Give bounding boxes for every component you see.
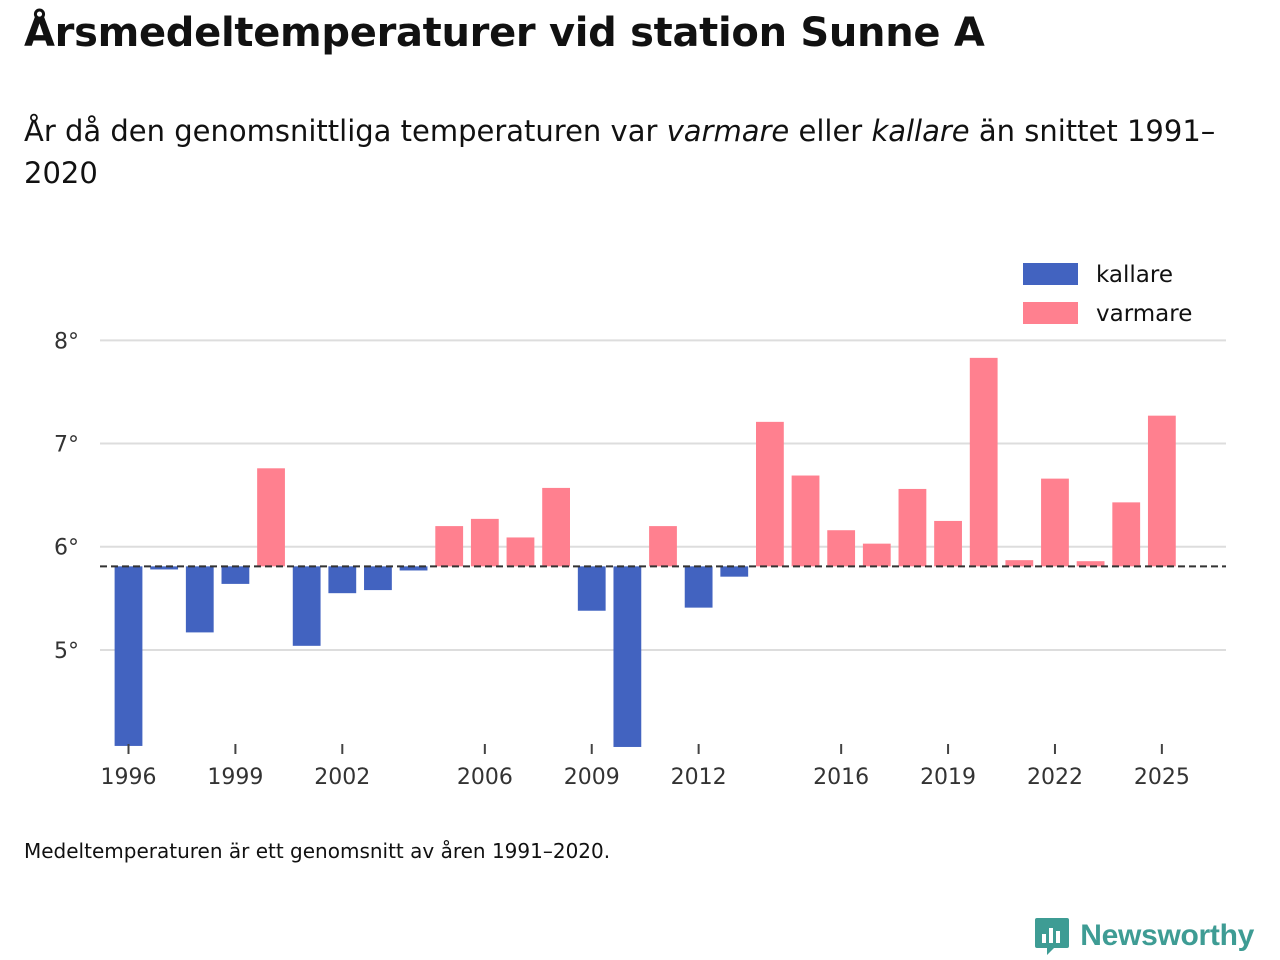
bar-2020 <box>969 357 998 567</box>
bar-2010 <box>613 566 642 747</box>
bar-2017 <box>862 543 891 567</box>
x-tick-label-2025: 2025 <box>1134 765 1190 790</box>
bar-2016 <box>827 530 856 567</box>
y-tick-label-5: 5° <box>54 639 79 664</box>
bar-2024 <box>1112 502 1141 567</box>
legend-label-colder: kallare <box>1096 262 1173 288</box>
bar-2012 <box>684 566 713 608</box>
legend-label-warmer: varmare <box>1096 301 1192 327</box>
bar-1999 <box>221 566 250 584</box>
x-axis: 1996 1999 2002 2006 2009 2012 2016 2019 2022 2025 <box>101 744 1190 790</box>
bar-1997 <box>150 566 179 570</box>
subtitle-text-2: eller <box>789 114 872 148</box>
subtitle-warmer-word: varmare <box>666 114 790 148</box>
y-tick-label-8: 8° <box>54 329 79 354</box>
legend: kallare varmare <box>1014 254 1208 338</box>
y-axis: 5° 6° 7° 8° <box>54 329 79 664</box>
bar-2011 <box>649 526 677 567</box>
x-tick-label-2019: 2019 <box>920 765 976 790</box>
subtitle-colder-word: kallare <box>871 114 970 148</box>
bar-2022 <box>1041 478 1069 567</box>
y-tick-label-6: 6° <box>54 536 79 561</box>
chart-subtitle: År då den genomsnittliga temperaturen va… <box>24 110 1224 194</box>
subtitle-text-1: År då den genomsnittliga temperaturen va… <box>24 114 667 148</box>
newsworthy-logo-text: Newsworthy <box>1080 919 1254 952</box>
bar-1998 <box>185 566 214 633</box>
bar-2009 <box>577 566 606 611</box>
x-tick-label-1999: 1999 <box>207 765 263 790</box>
newsworthy-logo-icon <box>1035 918 1070 955</box>
x-tick-label-2016: 2016 <box>813 765 869 790</box>
x-tick-label-2022: 2022 <box>1027 765 1083 790</box>
bar-2001 <box>292 566 321 646</box>
bar-2000 <box>257 468 285 567</box>
bar-2006 <box>470 518 499 567</box>
bar-2025 <box>1147 415 1176 567</box>
bar-2021 <box>1005 560 1034 567</box>
x-tick-label-2012: 2012 <box>671 765 727 790</box>
bar-2003 <box>364 566 392 591</box>
bar-2002 <box>328 566 357 594</box>
bar-2015 <box>791 475 820 567</box>
legend-swatch-colder <box>1023 263 1078 285</box>
subtitle-text-3: än snittet 1991–2020 <box>24 114 1216 190</box>
bar-2007 <box>506 537 535 567</box>
gridlines <box>100 339 1226 651</box>
x-tick-label-2009: 2009 <box>564 765 620 790</box>
footnote: Medeltemperaturen är ett genomsnitt av å… <box>24 839 611 863</box>
bar-2023 <box>1076 561 1105 567</box>
y-tick-label-7: 7° <box>54 433 79 458</box>
x-tick-label-1996: 1996 <box>101 765 157 790</box>
bar-2018 <box>898 488 927 567</box>
legend-swatch-warmer <box>1023 302 1078 324</box>
x-tick-label-2006: 2006 <box>457 765 513 790</box>
bar-1996 <box>114 566 143 746</box>
bar-2005 <box>435 526 464 567</box>
chart-title: Årsmedeltemperaturer vid station Sunne A <box>24 10 985 56</box>
bar-chart: 5° 6° 7° 8° 1996 1999 2002 2006 2009 2012 2016 201… <box>54 254 1226 790</box>
bar-2013 <box>720 566 749 577</box>
x-tick-label-2002: 2002 <box>314 765 370 790</box>
bar-2004 <box>399 566 428 571</box>
bar-2014 <box>756 421 784 567</box>
bar-2008 <box>542 487 570 567</box>
newsworthy-logo: Newsworthy <box>1034 914 1254 958</box>
bars <box>114 357 1176 747</box>
bar-2019 <box>934 520 962 567</box>
